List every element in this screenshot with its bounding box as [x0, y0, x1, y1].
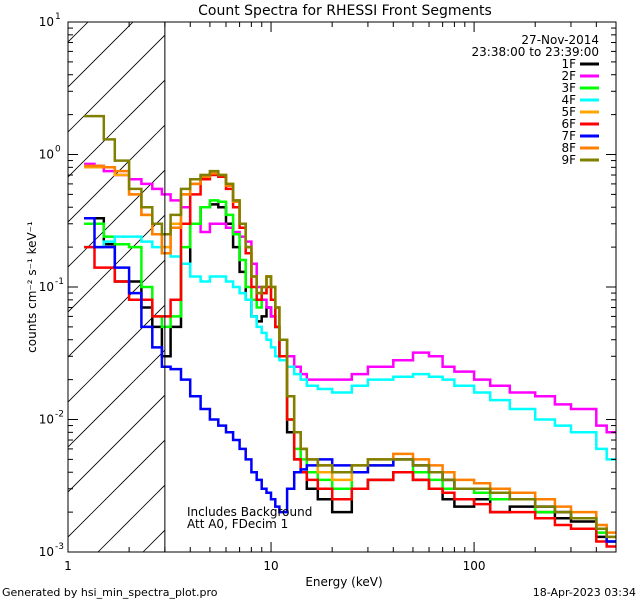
legend-label-9F: 9F	[561, 153, 576, 167]
legend-label-1F: 1F	[561, 57, 576, 71]
annotation-background: Includes Background	[187, 505, 312, 519]
legend-label-6F: 6F	[561, 117, 576, 131]
footer-timestamp: 18-Apr-2023 03:34	[533, 586, 636, 599]
series-layer	[84, 114, 616, 548]
y-tick-label: 10	[39, 545, 54, 559]
legend-label-8F: 8F	[561, 141, 576, 155]
hatch-line	[68, 169, 165, 268]
x-axis-label: Energy (keV)	[305, 575, 382, 589]
legend-label-3F: 3F	[561, 81, 576, 95]
y-tick-exponent: 1	[55, 12, 61, 22]
time-range-label: 23:38:00 to 23:39:00	[472, 45, 599, 59]
legend-label-7F: 7F	[561, 129, 576, 143]
y-tick-exponent: 0	[55, 145, 61, 155]
annotation-attenuator: Att A0, FDecim 1	[187, 517, 288, 531]
footer-generated-by: Generated by hsi_min_spectra_plot.pro	[2, 586, 218, 599]
series-6F	[84, 173, 616, 548]
hatch-line	[68, 214, 165, 313]
chart-title: Count Spectra for RHESSI Front Segments	[198, 3, 492, 19]
y-tick-label: 10	[39, 280, 54, 294]
y-axis-label: counts cm⁻² s⁻¹ keV⁻¹	[25, 221, 39, 353]
legend-label-4F: 4F	[561, 93, 576, 107]
hatch-line	[68, 394, 165, 493]
x-axis: 1 10 100	[64, 22, 617, 573]
hatch-line	[68, 34, 165, 133]
y-tick-exponent: -3	[55, 542, 64, 552]
series-9F	[84, 114, 616, 539]
legend-label-2F: 2F	[561, 69, 576, 83]
hatched-region	[68, 22, 165, 552]
x-tick-label: 1	[64, 559, 72, 573]
hatch-line	[68, 439, 165, 538]
x-tick-label: 10	[263, 559, 278, 573]
y-tick-label: 10	[39, 148, 54, 162]
date-label: 27-Nov-2014	[521, 33, 599, 47]
legend-label-5F: 5F	[561, 105, 576, 119]
hatch-line	[68, 22, 134, 88]
y-tick-label: 10	[39, 413, 54, 427]
y-tick-exponent: -2	[55, 410, 64, 420]
y-tick-exponent: -1	[55, 277, 64, 287]
y-tick-label: 10	[39, 15, 54, 29]
x-tick-label: 100	[463, 559, 486, 573]
